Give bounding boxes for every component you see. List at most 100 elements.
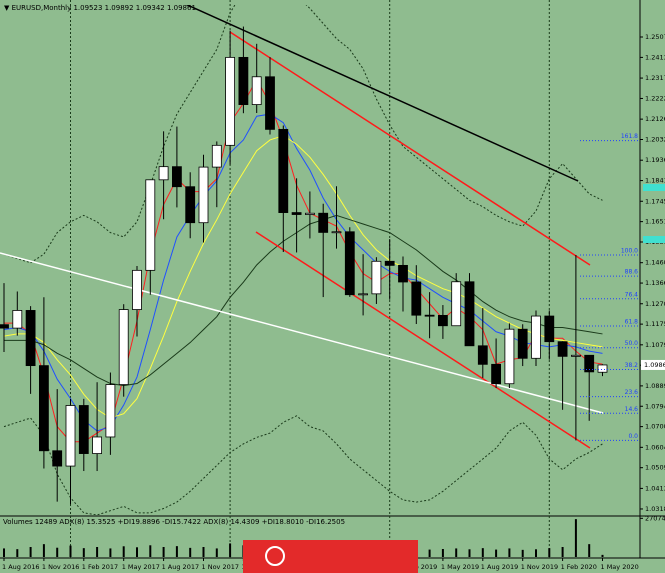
y-tick-label: 1.13660: [645, 279, 665, 287]
candle-body: [198, 166, 209, 224]
candle-body: [331, 231, 342, 234]
indicator-line: [4, 214, 603, 387]
x-tick-label: 1 Aug 2019: [481, 563, 519, 571]
indicator-line: [3, 135, 603, 419]
fib-label: 23.6: [625, 389, 639, 396]
fib-label: 76.4: [625, 291, 639, 298]
candle-body: [358, 293, 369, 296]
candle-body: [12, 310, 23, 329]
level-marker: [643, 236, 665, 243]
y-tick-label: 1.18415: [645, 177, 665, 185]
indicator-line: [3, 5, 603, 264]
price-marker: [641, 359, 665, 370]
channel-line: [229, 31, 591, 266]
fib-label: 88.6: [625, 269, 639, 276]
y-tick-label: 1.07945: [645, 402, 665, 410]
y-tick-label: 2707422: [645, 514, 665, 522]
y-tick-label: 1.06040: [645, 443, 665, 451]
trend-lines: [0, 5, 604, 449]
x-tick-label: 1 Feb 2020: [561, 563, 597, 571]
candle-body: [105, 384, 116, 438]
logo: [243, 540, 418, 573]
y-tick-label: 1.21265: [645, 115, 665, 123]
y-tick-label: 1.14605: [645, 259, 665, 267]
y-tick-label: 1.05095: [645, 464, 665, 472]
x-tick-label: 1 Nov 2016: [42, 563, 80, 571]
candle-body: [265, 76, 275, 130]
x-tick-label: 1 Nov 2017: [202, 563, 240, 571]
candle-body: [238, 56, 249, 105]
candle-body: [78, 405, 89, 454]
candle-body: [597, 364, 608, 373]
candles: [0, 26, 608, 505]
x-tick-label: 1 Aug 2016: [2, 563, 40, 571]
x-tick-label: 1 Aug 2017: [162, 563, 200, 571]
fib-label: 61.8: [625, 318, 639, 325]
candle-body: [571, 354, 581, 357]
fibonacci: 161.8 100.0 88.6 76.4 61.8 50.0 38.2 23.6 14.6 0.…: [580, 133, 640, 441]
x-tick-label: 1 Nov 2019: [521, 563, 559, 571]
indicator-line: [3, 113, 603, 432]
candle-body: [584, 354, 595, 373]
candle-body: [278, 128, 289, 213]
channel-line: [255, 231, 591, 449]
y-tick-label: 1.17455: [645, 197, 665, 205]
candle-body: [158, 166, 169, 181]
candle-body: [132, 269, 142, 310]
y-tick-label: 1.04135: [645, 484, 665, 492]
candle-body: [451, 281, 462, 327]
indicator-line: [3, 415, 603, 515]
candle-body: [0, 324, 9, 329]
fib-label: 38.2: [625, 362, 639, 369]
candle-body: [344, 231, 355, 296]
candle-body: [291, 212, 302, 215]
x-tick-label: 1 May 2019: [441, 563, 479, 571]
y-tick-label: 1.08890: [645, 382, 665, 390]
y-tick-label: 1.25075: [645, 33, 665, 41]
candle-body: [318, 212, 329, 233]
logo-icon: [265, 546, 285, 566]
candle-body: [251, 76, 262, 105]
volume-title: Volumes 12489 ADX(8) 15.3525 +DI19.8896 …: [3, 518, 345, 526]
y-tick-label: 1.22225: [645, 94, 665, 102]
candle-body: [39, 365, 49, 452]
x-tick-label: 1 Feb 2019: [401, 563, 437, 571]
fib-label: 14.6: [625, 406, 639, 413]
y-tick-label: 1.03180: [645, 505, 665, 513]
fib-label: 161.8: [621, 133, 638, 140]
candle-body: [517, 328, 528, 359]
candle-body: [531, 315, 541, 359]
candle-body: [92, 436, 102, 454]
y-tick-label: 1.16510: [645, 218, 665, 226]
y-tick-label: 1.12700: [645, 300, 665, 308]
price-marker-label: 1.09861: [644, 361, 665, 369]
trend-line: [185, 5, 579, 182]
candle-body: [25, 310, 36, 367]
candle-body: [225, 56, 236, 146]
y-tick-label: 1.23170: [645, 74, 665, 82]
y-tick-label: 1.07000: [645, 423, 665, 431]
logo-box: [243, 540, 418, 573]
fib-label: 0.0: [628, 433, 638, 440]
candle-body: [504, 328, 515, 385]
candle-body: [544, 315, 555, 343]
candle-body: [371, 260, 382, 295]
y-tick-label: 1.24130: [645, 53, 665, 61]
candle-body: [464, 281, 475, 347]
candle-body: [398, 264, 408, 283]
x-tick-label: 1 May 2020: [601, 563, 639, 571]
fib-label: 100.0: [621, 248, 638, 255]
fib-label: 50.0: [625, 340, 639, 347]
candle-body: [411, 281, 422, 316]
y-tick-label: 1.20320: [645, 136, 665, 144]
y-tick-label: 1.19360: [645, 156, 665, 164]
candle-body: [118, 309, 129, 385]
candle-body: [185, 186, 196, 224]
level-marker: [643, 184, 665, 191]
x-tick-label: 1 May 2017: [122, 563, 160, 571]
y-tick-label: 1.11755: [645, 320, 665, 328]
candle-body: [437, 314, 448, 327]
